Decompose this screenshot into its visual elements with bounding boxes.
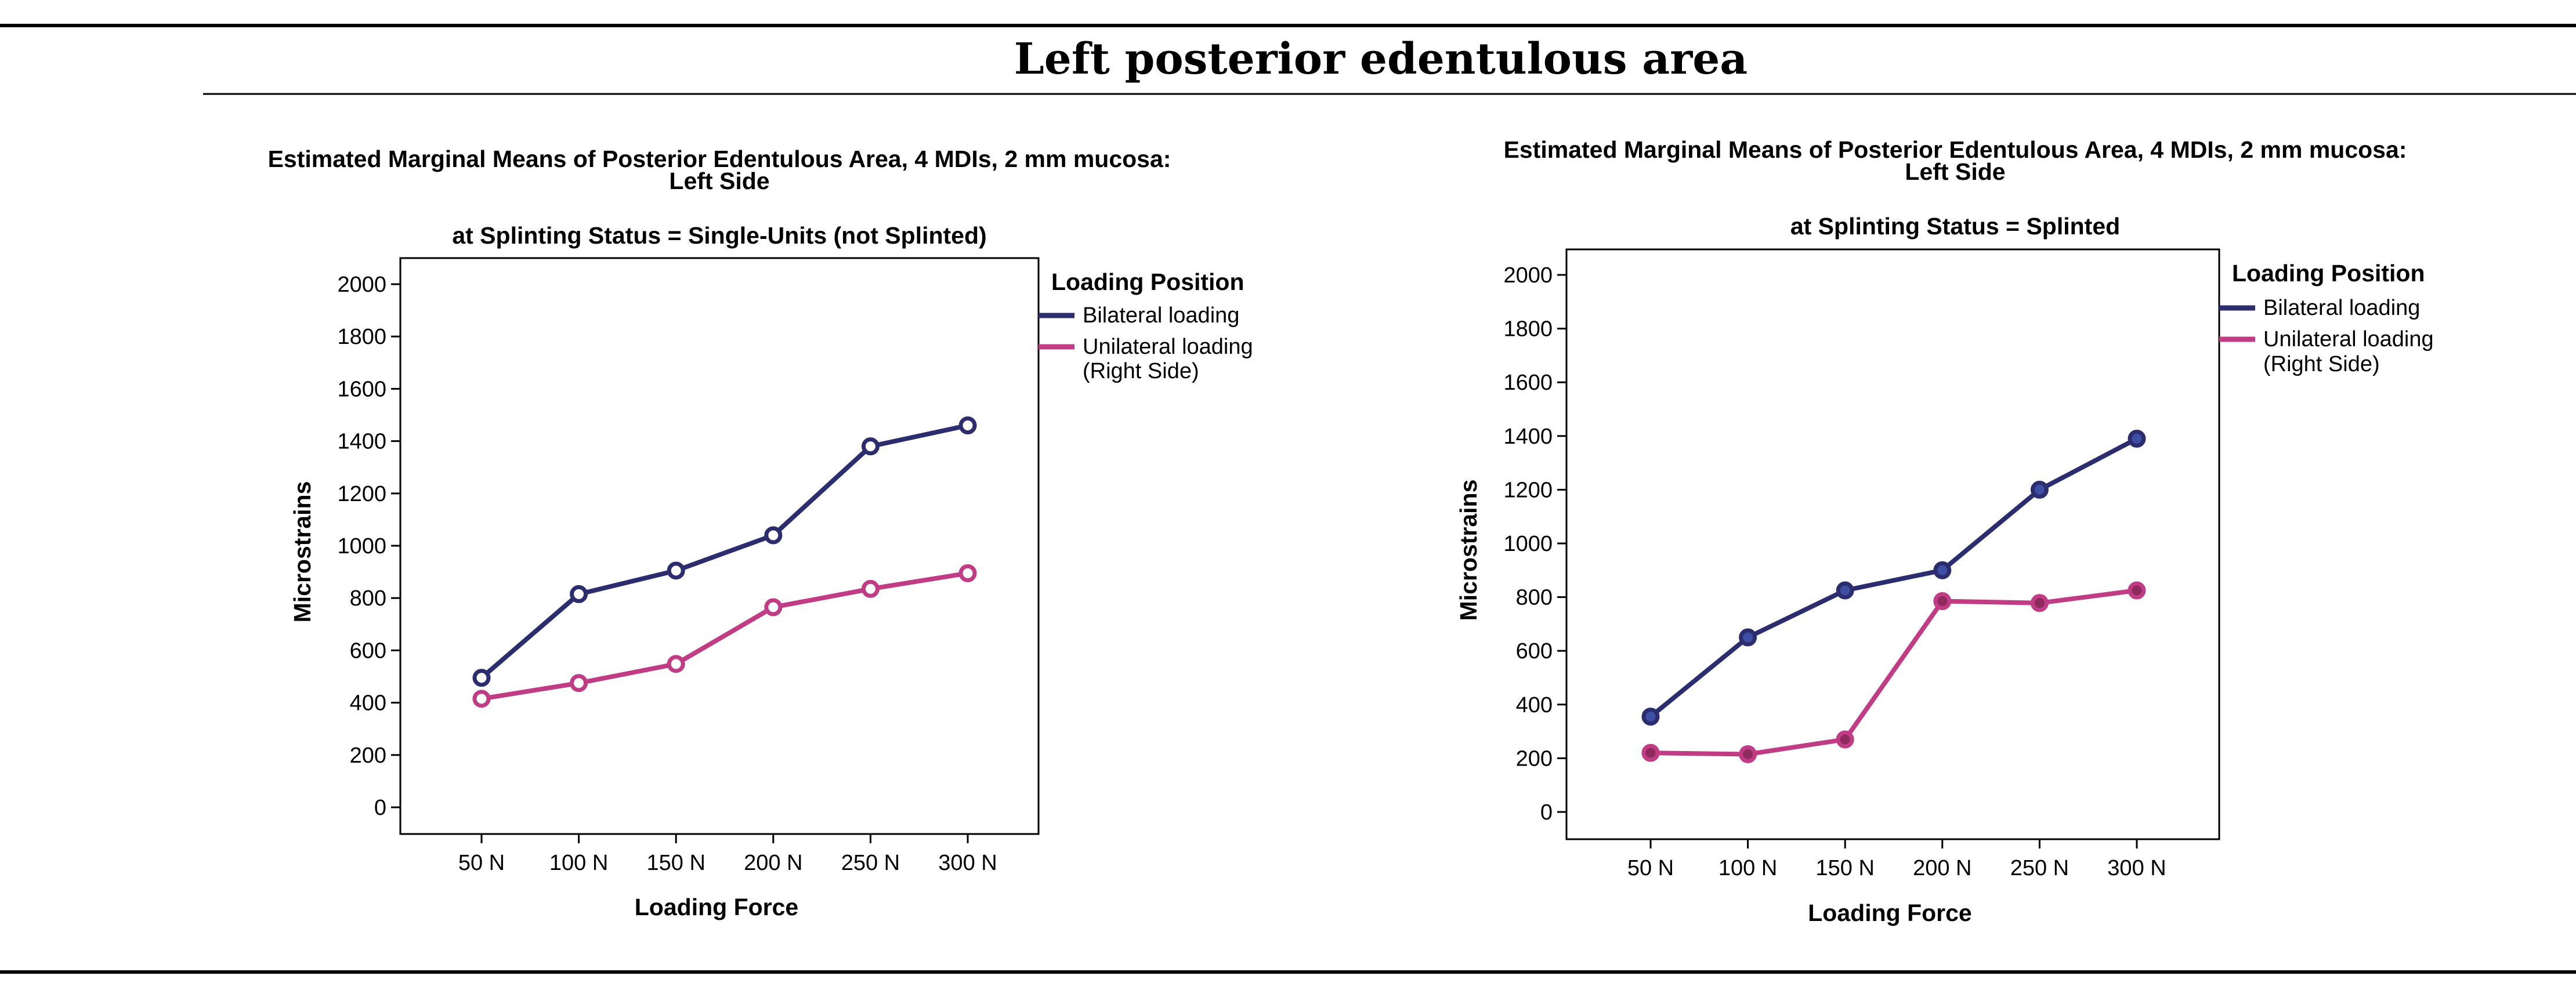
x-tick-label: 200 N [744,851,802,875]
x-axis-label: Loading Force [1808,900,1971,926]
y-tick-label: 0 [1540,800,1553,825]
legend-entry-label: Bilateral loading [2263,296,2420,320]
series-line-unilateral [479,571,970,701]
y-axis-label: Microstrains [289,481,316,623]
data-point [667,655,685,673]
x-tick-label: 150 N [1815,856,1874,880]
y-tick-label: 0 [374,796,386,820]
y-tick-label: 1200 [337,482,386,506]
x-tick-label: 50 N [458,851,505,875]
y-tick-label: 1600 [337,377,386,401]
figure-heading: Left posterior edentulous area [1014,34,1748,84]
chart-left-single-units: Estimated Marginal Means of Posterior Ed… [268,146,1253,920]
x-tick-label: 300 N [2107,856,2166,880]
data-point [570,674,588,692]
data-point [667,561,685,580]
series-line-bilateral [1648,436,2139,719]
x-tick-label: 300 N [938,851,997,875]
x-tick-label: 200 N [1913,856,1971,880]
legend-title: Loading Position [2232,260,2425,287]
data-point [1641,744,1660,762]
data-point [1836,730,1854,749]
data-point [861,437,880,456]
y-axis-label: Microstrains [1455,480,1482,621]
x-tick-label: 150 N [646,851,705,875]
data-point [2128,429,2146,448]
y-tick-label: 800 [350,586,386,611]
x-axis-label: Loading Force [635,894,798,920]
chart-subtitle: at Splinting Status = Splinted [1790,213,2120,240]
data-point [570,585,588,603]
legend-entry-label: Unilateral loading [1083,335,1253,359]
y-tick-label: 800 [1516,586,1553,610]
legend-entry-label: Bilateral loading [1083,303,1239,328]
plot-frame [1565,248,2220,840]
y-tick-label: 2000 [337,273,386,297]
chart-title-line: Left Side [669,168,769,194]
y-tick-label: 2000 [1503,263,1553,288]
data-point [1836,581,1854,600]
y-tick-label: 1400 [337,430,386,454]
data-point [958,564,977,582]
data-point [764,598,783,617]
y-tick-label: 1000 [1503,532,1553,556]
data-point [1739,628,1757,647]
data-point [958,416,977,435]
y-tick-label: 400 [1516,693,1553,717]
x-tick-label: 100 N [1718,856,1777,880]
legend-entry-label: Unilateral loading [2263,327,2434,351]
y-tick-label: 1800 [337,325,386,349]
chart-subtitle: at Splinting Status = Single-Units (not … [452,222,986,249]
y-tick-label: 600 [350,639,386,663]
data-point [1933,561,1952,579]
x-tick-label: 250 N [2010,856,2069,880]
data-point [1933,592,1952,611]
data-point [2128,581,2146,600]
chart-right-splinted: Estimated Marginal Means of Posterior Ed… [1455,136,2434,926]
chart-title-line: Estimated Marginal Means of Posterior Ed… [1504,136,2407,163]
data-point [2030,594,2049,612]
y-tick-label: 1200 [1503,478,1553,502]
data-point [472,669,491,687]
data-point [764,526,783,545]
y-tick-label: 200 [350,744,386,768]
data-point [1739,745,1757,763]
data-point [1641,708,1660,726]
chart-title-line: Left Side [1905,158,2005,185]
series-line-bilateral [479,423,970,680]
chart-title-line: Estimated Marginal Means of Posterior Ed… [268,146,1171,172]
data-point [2030,480,2049,499]
legend-title: Loading Position [1051,269,1244,295]
y-tick-label: 400 [350,691,386,716]
legend-entry-label: (Right Side) [2263,352,2380,376]
y-tick-label: 200 [1516,746,1553,771]
y-tick-label: 1800 [1503,317,1553,342]
plot-frame [399,257,1040,835]
x-tick-label: 250 N [841,851,900,875]
data-point [861,579,880,598]
x-tick-label: 100 N [549,851,608,875]
legend-entry-label: (Right Side) [1083,359,1199,383]
y-tick-label: 1600 [1503,371,1553,395]
series-line-unilateral [1648,588,2139,757]
y-tick-label: 1400 [1503,425,1553,449]
x-tick-label: 50 N [1627,856,1674,880]
y-tick-label: 600 [1516,639,1553,663]
data-point [472,690,491,708]
y-tick-label: 1000 [337,534,386,559]
